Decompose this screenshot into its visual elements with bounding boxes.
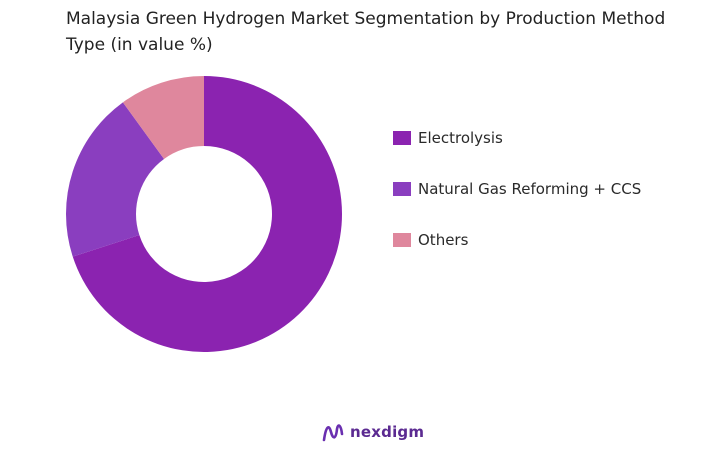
chart-legend: Electrolysis Natural Gas Reforming + CCS… (393, 126, 713, 279)
legend-item-others: Others (393, 228, 713, 252)
donut-slice-electrolysis (72, 76, 342, 352)
donut-slice-others (122, 76, 204, 159)
brand-logo: nexdigm (321, 420, 424, 444)
chart-title: Malaysia Green Hydrogen Market Segmentat… (66, 9, 666, 55)
legend-label: Electrolysis (418, 129, 503, 147)
legend-swatch (393, 131, 411, 145)
legend-label: Others (418, 231, 469, 249)
nexdigm-logo-icon (322, 424, 344, 442)
legend-swatch (393, 182, 411, 196)
legend-item-electrolysis: Electrolysis (393, 126, 713, 150)
legend-swatch (393, 233, 411, 247)
donut-slice-natural-gas-reforming-ccs (65, 102, 165, 257)
brand-name: nexdigm (350, 423, 425, 441)
legend-label: Natural Gas Reforming + CCS (418, 180, 642, 198)
legend-item-natural-gas-reforming-ccs: Natural Gas Reforming + CCS (393, 177, 713, 201)
